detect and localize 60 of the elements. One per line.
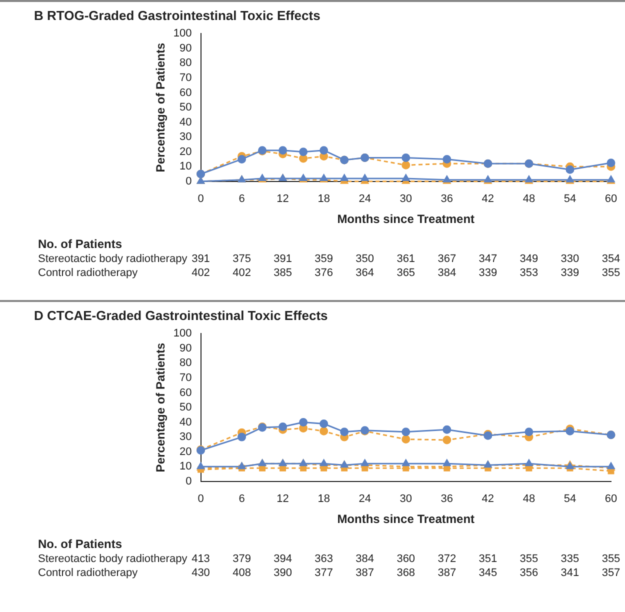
chart-title: D CTCAE-Graded Gastrointestinal Toxic Effects [34, 308, 328, 323]
y-tick-label: 50 [180, 102, 192, 114]
x-tick-label: 48 [522, 193, 536, 206]
x-tick-label: 12 [276, 193, 289, 206]
x-tick-label: 30 [400, 493, 412, 506]
x-tick-label: 30 [400, 193, 412, 206]
y-tick-label: 30 [180, 431, 192, 444]
y-tick-label: 40 [180, 116, 192, 128]
y-tick-label: 10 [180, 160, 192, 173]
x-tick-label: 18 [318, 193, 330, 206]
y-axis-title: Percentage of Patients [154, 342, 168, 472]
x-tick-label: 0 [198, 193, 204, 206]
x-tick-label: 24 [358, 193, 371, 206]
x-tick-label: 24 [358, 493, 371, 506]
y-tick-label: 20 [180, 446, 192, 458]
chart-title: B RTOG-Graded Gastrointestinal Toxic Effects [34, 8, 320, 23]
x-axis-title: Months since Treatment [337, 512, 475, 526]
y-tick-label: 40 [180, 416, 192, 428]
text: Stereotactic body radiotherapy [38, 253, 188, 265]
text: Control radiotherapy [38, 267, 138, 279]
x-tick-label: 18 [318, 493, 330, 506]
x-tick-label: 42 [482, 493, 494, 506]
y-tick-label: 80 [180, 57, 192, 70]
y-tick-label: 60 [180, 386, 192, 399]
text: Stereotactic body radiotherapy [38, 553, 188, 565]
y-tick-label: 0 [186, 175, 192, 188]
x-tick-label: 54 [564, 193, 576, 206]
y-tick-label: 70 [180, 72, 192, 84]
text: 413 379 394 363 384 360 372 351 355 335 355 [192, 553, 620, 565]
x-tick-label: 54 [564, 493, 576, 506]
y-tick-label: 100 [173, 328, 192, 340]
x-tick-label: 12 [276, 493, 289, 506]
y-tick-label: 80 [180, 357, 192, 370]
x-tick-label: 0 [198, 493, 204, 506]
text: 402 402 385 376 364 365 384 339 353 339 355 [192, 267, 620, 279]
y-tick-label: 0 [186, 475, 192, 488]
text: 391 375 391 359 350 361 367 347 349 330 354 [192, 253, 620, 265]
y-tick-label: 10 [180, 460, 192, 473]
x-tick-label: 6 [238, 493, 245, 506]
x-tick-label: 36 [440, 193, 454, 206]
text: No. of Patients [38, 237, 122, 251]
x-tick-label: 60 [604, 193, 618, 206]
y-tick-label: 70 [180, 372, 192, 384]
text: 430 408 390 377 387 368 387 345 356 341 357 [192, 567, 620, 579]
x-tick-label: 36 [440, 493, 454, 506]
y-tick-label: 90 [180, 42, 192, 54]
x-tick-label: 6 [238, 193, 245, 206]
y-tick-label: 90 [180, 342, 192, 354]
y-tick-label: 50 [180, 402, 192, 414]
x-tick-label: 42 [482, 193, 494, 206]
y-tick-label: 20 [180, 146, 192, 158]
y-axis-title: Percentage of Patients [154, 42, 168, 172]
text: Control radiotherapy [38, 567, 138, 579]
x-tick-label: 48 [522, 493, 536, 506]
y-tick-label: 60 [180, 86, 192, 99]
y-tick-label: 30 [180, 131, 192, 144]
text: No. of Patients [38, 537, 122, 551]
x-tick-label: 60 [604, 493, 618, 506]
x-axis-title: Months since Treatment [337, 212, 475, 226]
y-tick-label: 100 [173, 28, 192, 40]
